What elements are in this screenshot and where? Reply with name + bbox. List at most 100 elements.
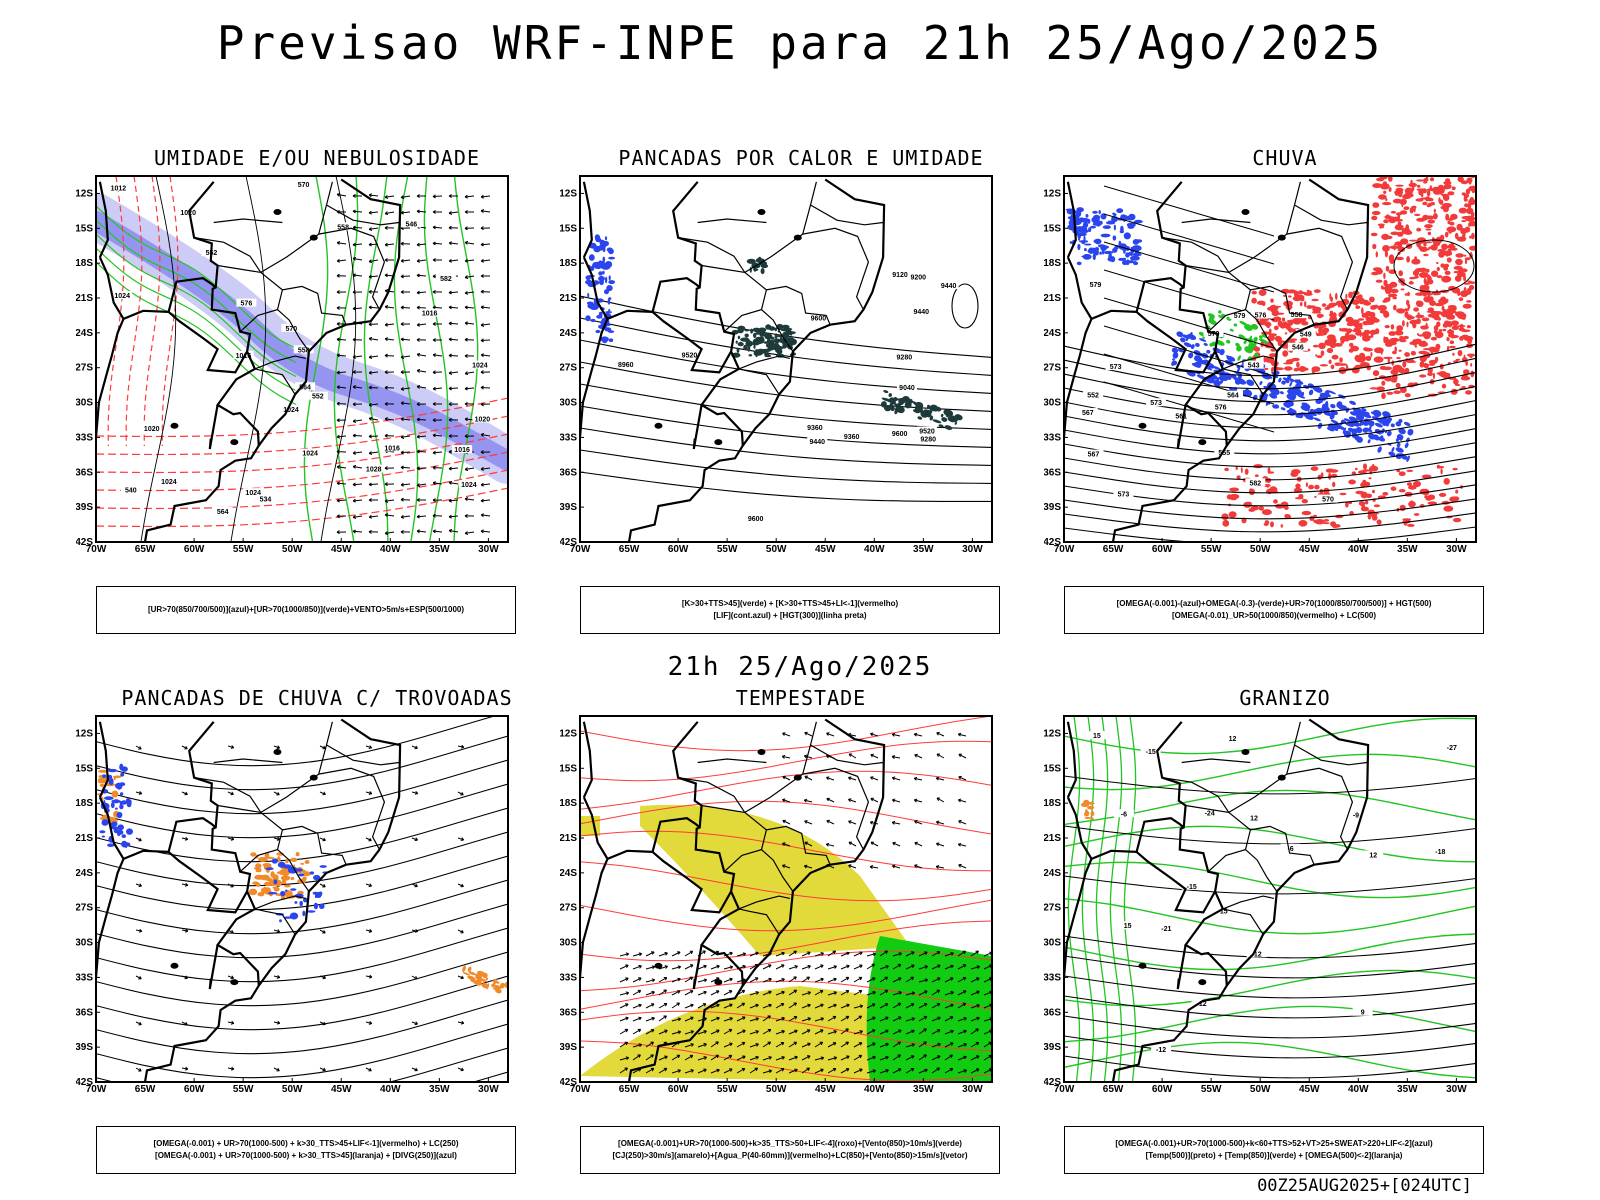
wind-arrow xyxy=(385,514,395,517)
shade-cell xyxy=(1364,427,1373,433)
wind-arrow-head xyxy=(448,417,452,422)
shade-cell xyxy=(1244,324,1253,331)
wind-arrow-head xyxy=(184,836,189,841)
wind-arrow xyxy=(804,865,813,869)
wind-arrow-head xyxy=(884,950,888,955)
shade-cell xyxy=(608,338,614,342)
label-bg xyxy=(1244,813,1265,822)
state-border xyxy=(761,849,794,892)
wind-arrow xyxy=(658,977,668,983)
shade-cell xyxy=(735,340,738,344)
contour-line xyxy=(96,433,508,474)
wind-arrow-head xyxy=(833,977,837,982)
shade-cell xyxy=(491,983,497,988)
wind-arrow-head xyxy=(716,964,720,969)
label-bg xyxy=(281,404,302,413)
contour-label: -18 xyxy=(1435,849,1445,856)
wind-arrow xyxy=(958,864,967,869)
shade-cell xyxy=(1415,198,1423,202)
wind-arrow xyxy=(905,1068,915,1074)
lon-label: 35W xyxy=(429,544,450,555)
shade-cell xyxy=(1172,358,1176,361)
shade-cell xyxy=(1425,176,1429,181)
label-bg xyxy=(1151,1045,1172,1054)
wind-arrow xyxy=(135,883,142,887)
wind-arrow-head xyxy=(480,466,485,471)
blue-lif-area xyxy=(585,234,616,344)
shade-cell xyxy=(1370,321,1374,324)
shade-cell xyxy=(1377,446,1382,453)
wind-arrow xyxy=(944,977,954,983)
wind-arrow xyxy=(710,1069,720,1074)
shade-cell xyxy=(1349,342,1354,348)
strong-wind-area xyxy=(866,936,992,1082)
label-bg xyxy=(1113,489,1134,498)
wind-arrow-head xyxy=(276,791,280,796)
wind-arrow-head xyxy=(767,1029,772,1033)
shade-cell xyxy=(745,340,753,347)
shade-cell xyxy=(760,268,765,275)
shade-cell xyxy=(1412,322,1417,329)
coastline xyxy=(1111,718,1370,1082)
contour-line xyxy=(96,487,508,528)
wind-arrow-head xyxy=(782,798,786,803)
wind-arrow xyxy=(879,1043,889,1048)
wind-arrow-head xyxy=(870,797,874,802)
wind-arrow xyxy=(892,777,901,781)
shade-cell xyxy=(1270,361,1276,365)
wind-arrow-head xyxy=(935,776,940,781)
wind-arrow xyxy=(353,258,363,261)
shade-cell xyxy=(1075,214,1078,219)
shade-cell xyxy=(1321,405,1330,413)
contour-line xyxy=(1064,789,1476,826)
wind-arrow-head xyxy=(664,1029,668,1034)
shade-cell xyxy=(1088,227,1092,232)
wind-arrow-head xyxy=(230,883,234,888)
contour-label: 1016 xyxy=(422,311,438,318)
state-border xyxy=(810,204,884,226)
wind-arrow xyxy=(684,1016,694,1022)
state-border xyxy=(1286,767,1354,850)
wind-arrow-head xyxy=(650,1041,654,1046)
shade-cell xyxy=(1082,253,1092,260)
shade-cell xyxy=(1293,367,1299,372)
lon-label: 30W xyxy=(478,1084,499,1095)
wind-arrow xyxy=(723,978,733,983)
wind-arrow xyxy=(368,306,379,309)
wind-arrow xyxy=(352,483,363,486)
shade-cell xyxy=(1360,506,1369,512)
panel-legend: [K>30+TTS>45](verde) + [K>30+TTS>45+LI<-… xyxy=(580,586,1000,634)
shade-cell xyxy=(1464,203,1469,208)
wind-arrow xyxy=(936,843,945,847)
shade-cell xyxy=(277,861,286,868)
wind-arrow xyxy=(632,1004,642,1009)
wind-arrow-head xyxy=(480,305,485,310)
shade-cell xyxy=(1277,341,1282,346)
shade-cell xyxy=(1273,325,1279,331)
shade-cell xyxy=(1206,349,1211,354)
wind-arrow xyxy=(710,1029,720,1035)
shade-cell xyxy=(1368,477,1372,480)
contour-line xyxy=(1064,955,1476,979)
contour-label: 558 xyxy=(1291,312,1303,319)
shade-cell xyxy=(1460,290,1468,298)
shade-cell xyxy=(1370,352,1373,357)
wind-arrow xyxy=(879,1056,889,1061)
label-bg xyxy=(243,488,264,497)
wind-arrow xyxy=(411,1067,418,1071)
shade-cell xyxy=(1463,282,1471,285)
shade-cell xyxy=(1354,467,1358,471)
shade-cell xyxy=(748,354,753,357)
wind-arrow-head xyxy=(432,386,437,391)
wind-arrow xyxy=(449,211,459,214)
contour-label: 558 xyxy=(298,347,310,354)
label-bg xyxy=(679,350,700,359)
shade-cell xyxy=(1087,805,1095,810)
wind-arrow-head xyxy=(336,385,341,390)
contour-line xyxy=(96,999,508,1055)
wind-arrow-head xyxy=(400,241,404,246)
shade-cell xyxy=(1132,239,1140,245)
shade-cell xyxy=(1384,325,1390,329)
contour-line xyxy=(393,176,419,542)
geography xyxy=(1064,718,1370,1082)
